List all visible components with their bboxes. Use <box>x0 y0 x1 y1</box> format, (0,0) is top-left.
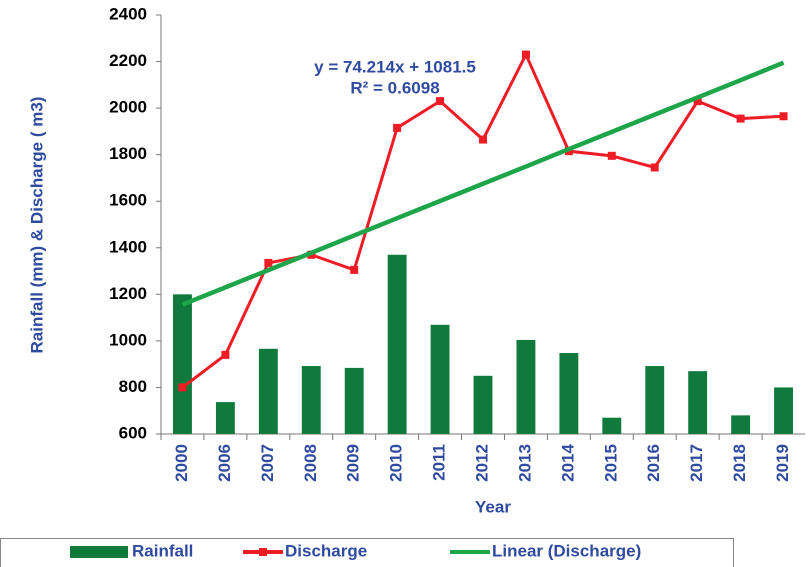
bar <box>258 348 278 434</box>
marker <box>521 50 530 59</box>
bar <box>173 294 192 434</box>
x-tick-label: 2018 <box>730 444 749 482</box>
y-tick-label: 1600 <box>109 191 147 210</box>
marker <box>393 123 402 132</box>
bar <box>387 254 407 434</box>
x-tick-label: 2006 <box>215 444 234 482</box>
legend-swatch <box>70 546 128 558</box>
x-tick-label: 2010 <box>387 444 406 482</box>
marker <box>693 97 702 106</box>
y-axis-title: Rainfall (mm) & Discharge ( m3) <box>27 97 46 354</box>
bar <box>731 415 751 434</box>
bar <box>559 352 579 434</box>
x-tick-label: 2012 <box>472 444 491 482</box>
marker <box>350 265 359 274</box>
legend-label: Discharge <box>285 541 367 560</box>
marker <box>779 112 788 121</box>
y-tick-label: 800 <box>119 377 147 396</box>
bar <box>688 371 708 434</box>
x-tick-label: 2011 <box>430 444 449 481</box>
marker <box>479 135 487 144</box>
x-tick-label: 2000 <box>172 444 191 482</box>
x-axis-title: Year <box>475 497 511 516</box>
x-tick-label: 2007 <box>258 444 277 482</box>
x-tick-label: 2013 <box>515 444 534 482</box>
legend-label: Rainfall <box>132 541 193 560</box>
y-tick-label: 1200 <box>109 284 147 303</box>
bar <box>516 339 536 434</box>
y-tick-label: 1000 <box>109 330 147 349</box>
marker <box>221 350 230 359</box>
line <box>181 60 785 307</box>
y-tick-label: 2400 <box>109 4 147 23</box>
x-tick-label: 2009 <box>344 444 363 482</box>
annotation: y = 74.214x + 1081.5 <box>314 57 476 76</box>
bar <box>344 367 364 434</box>
bar <box>430 324 450 434</box>
marker <box>436 97 445 106</box>
marker <box>650 163 659 172</box>
marker <box>607 151 616 160</box>
marker <box>178 383 187 392</box>
x-tick-label: 2014 <box>558 443 577 481</box>
marker <box>264 258 273 267</box>
bar <box>645 366 665 434</box>
x-tick-label: 2016 <box>644 444 663 482</box>
line <box>181 51 784 389</box>
y-tick-label: 1800 <box>109 144 147 163</box>
y-tick-label: 2200 <box>109 51 147 70</box>
x-tick-label: 2019 <box>773 444 792 482</box>
legend-box <box>0 538 734 567</box>
bar <box>602 417 622 434</box>
bar <box>301 366 321 434</box>
legend-label: Linear (Discharge) <box>492 541 641 560</box>
annotation: R² = 0.6098 <box>350 78 439 97</box>
y-tick-label: 600 <box>119 423 147 442</box>
y-tick-label: 1400 <box>109 237 147 256</box>
marker <box>736 114 745 123</box>
bar <box>774 387 793 434</box>
x-tick-label: 2017 <box>687 444 706 482</box>
legend-marker <box>259 548 267 556</box>
bar <box>215 402 235 434</box>
x-tick-label: 2015 <box>601 444 620 482</box>
bar <box>473 375 493 434</box>
x-tick-label: 2008 <box>301 444 320 482</box>
y-tick-label: 2000 <box>109 98 147 117</box>
